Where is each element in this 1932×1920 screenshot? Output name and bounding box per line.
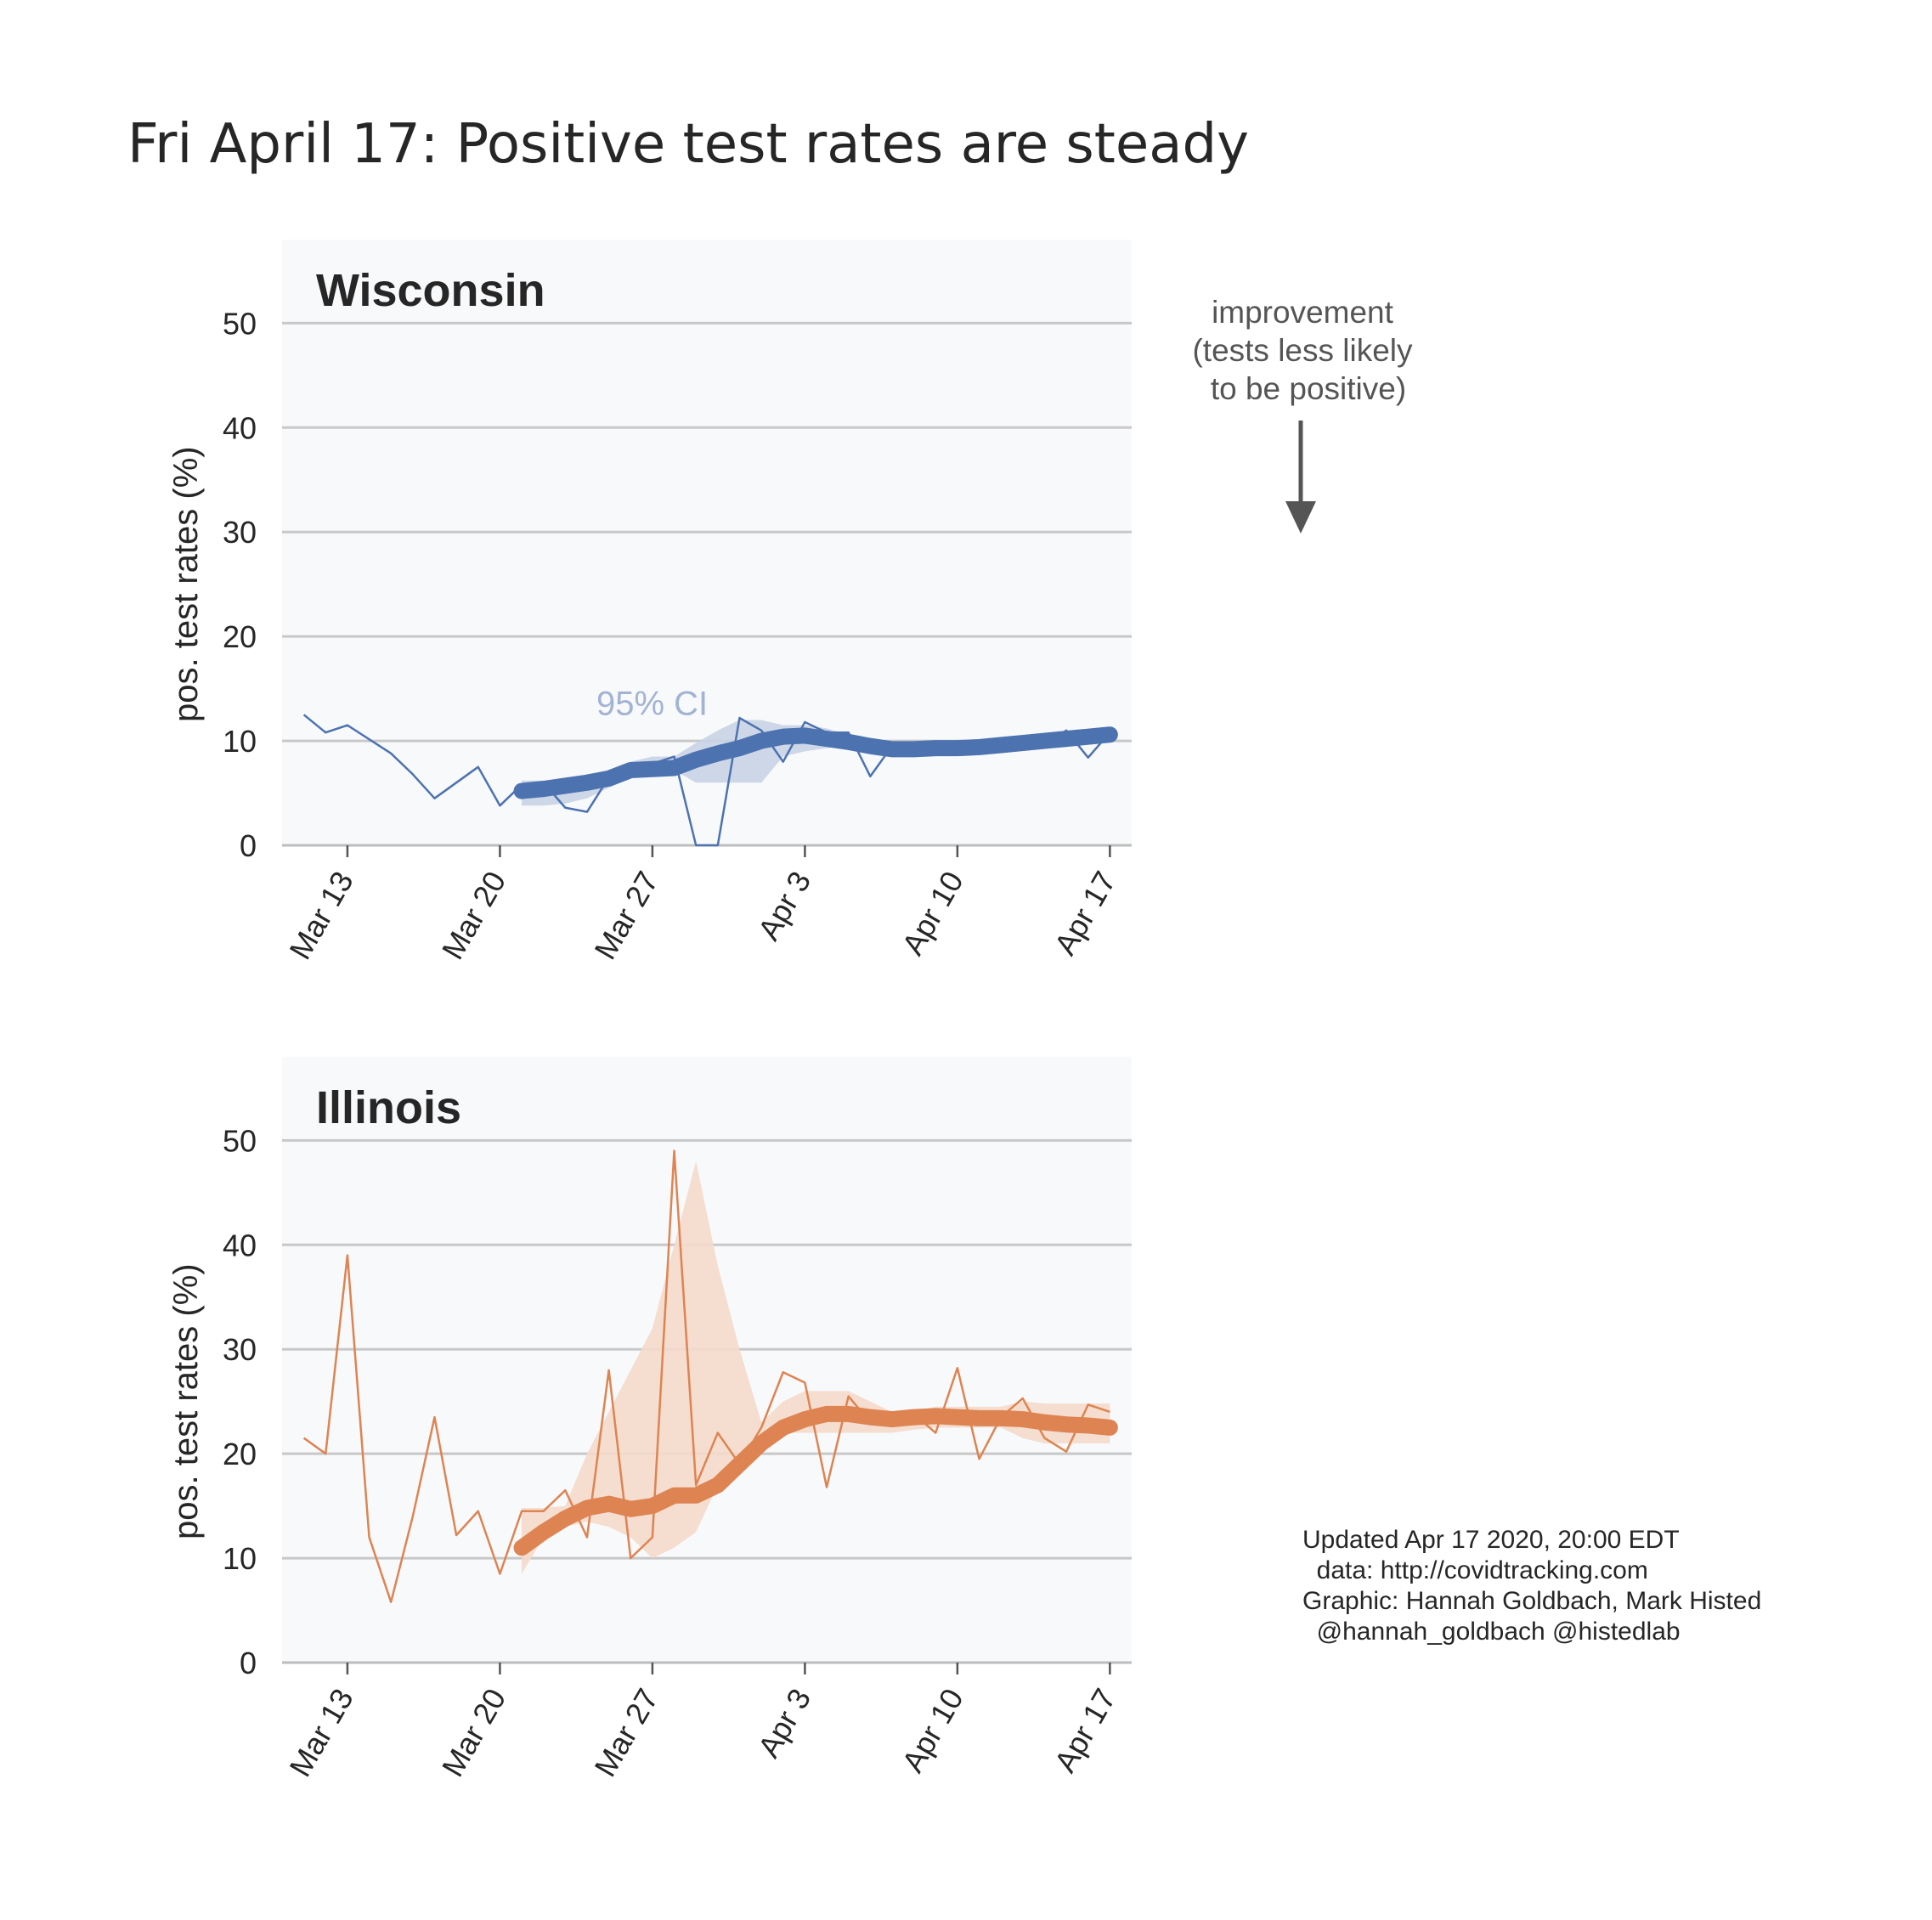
y-axis-label: pos. test rates (%) [167,446,205,722]
y-tick-label: 20 [223,1437,257,1471]
x-tick-label: Apr 3 [751,1683,818,1764]
y-tick-label: 40 [223,410,257,445]
y-tick-label: 30 [223,1332,257,1367]
chart-panel-illinois: 0 10 20 30 40 50 Mar 13 Mar 20 Mar 27 Apr 3 Apr 10… [167,1057,1132,1782]
x-tick-label: Mar 20 [435,1683,513,1783]
panel-title: Illinois [316,1082,461,1133]
credits-line: data: http://covidtracking.com [1302,1556,1648,1584]
y-tick-label: 0 [240,828,257,863]
annotation-line: (tests less likely [1192,333,1413,368]
y-tick-label: 10 [223,724,257,759]
y-tick-label: 40 [223,1228,257,1262]
credits-line: Updated Apr 17 2020, 20:00 EDT [1302,1526,1680,1554]
smoothed-trend-line [513,1405,1118,1556]
x-tick-label: Apr 3 [751,866,818,946]
x-tick-label: Apr 17 [1048,1683,1123,1778]
y-tick-label: 30 [223,515,257,550]
ci-band [522,1160,1110,1574]
x-tick-label: Mar 13 [282,866,360,966]
x-tick-label: Mar 27 [587,1683,665,1783]
chart-panel-wisconsin: 0 10 20 30 40 50 Mar 13 Mar 20 Mar 27 Apr 3 Apr 10… [167,240,1132,965]
y-tick-label: 20 [223,619,257,654]
y-tick-label: 0 [240,1646,257,1680]
x-tick-label: Apr 10 [895,1683,970,1778]
credits-line: Graphic: Hannah Goldbach, Mark Histed [1302,1587,1761,1615]
x-tick-label: Mar 27 [587,866,665,966]
page-title: Fri April 17: Positive test rates are st… [127,113,1249,176]
y-tick-label: 10 [223,1541,257,1576]
smoothed-trend-line [513,726,1118,799]
x-tick-label: Mar 20 [435,866,513,966]
y-axis-label: pos. test rates (%) [167,1263,205,1539]
y-tick-label: 50 [223,306,257,341]
x-tick-label: Apr 17 [1048,866,1123,961]
daily-rate-line [302,1149,1110,1603]
credits-block: Updated Apr 17 2020, 20:00 EDT data: htt… [1302,1526,1761,1646]
ci-label: 95% CI [596,685,708,722]
annotation-line: improvement [1212,295,1394,330]
panel-title: Wisconsin [316,265,545,316]
arrow-head-icon [1285,501,1316,534]
credits-line: @hannah_goldbach @histedlab [1302,1618,1681,1646]
improvement-annotation: improvement (tests less likely to be pos… [1192,295,1413,534]
annotation-line: to be positive) [1211,371,1406,406]
y-tick-label: 50 [223,1123,257,1158]
x-tick-label: Apr 10 [895,866,970,961]
x-tick-label: Mar 13 [282,1683,360,1783]
